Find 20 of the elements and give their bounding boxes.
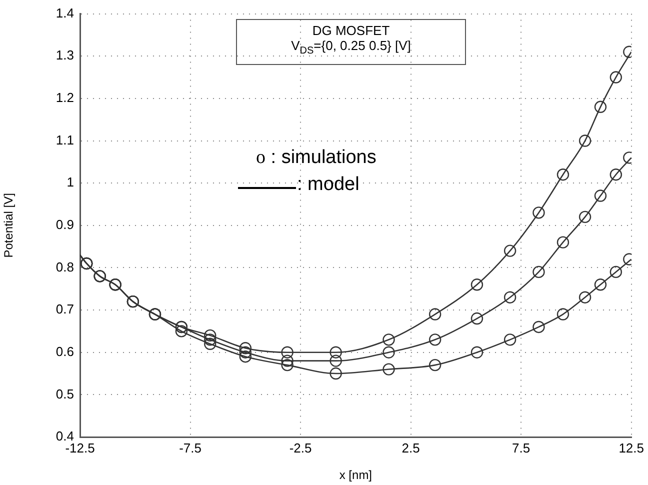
annotation: DG MOSFET V$_{DS}$={0, 0.25 0.5} [V] [236,19,466,65]
annotation: : model [297,174,360,196]
y-axis-title: Potential [V] [2,193,16,258]
x-tick-label: -2.5 [289,440,312,456]
y-tick-label: 0.5 [56,386,74,402]
y-tick-label: 0.9 [56,216,74,232]
x-tick-label: 12.5 [618,440,644,456]
y-tick-label: 1.1 [56,132,74,148]
y-tick-label: 0.6 [56,344,74,359]
y-tick-label: 0.7 [56,302,74,317]
x-axis-title: x [nm] [339,468,372,482]
x-tick-label: 7.5 [512,440,530,456]
y-tick-label: 1.4 [56,5,74,20]
y-tick-label: 1.3 [56,48,74,63]
y-tick-label: 1.2 [56,90,74,106]
y-tick-label: 0.8 [56,259,74,274]
x-tick-label: 2.5 [402,440,420,456]
annotation: o : simulations [256,147,376,169]
x-tick-label: -7.5 [179,440,202,456]
y-tick-label: 1 [66,174,74,190]
